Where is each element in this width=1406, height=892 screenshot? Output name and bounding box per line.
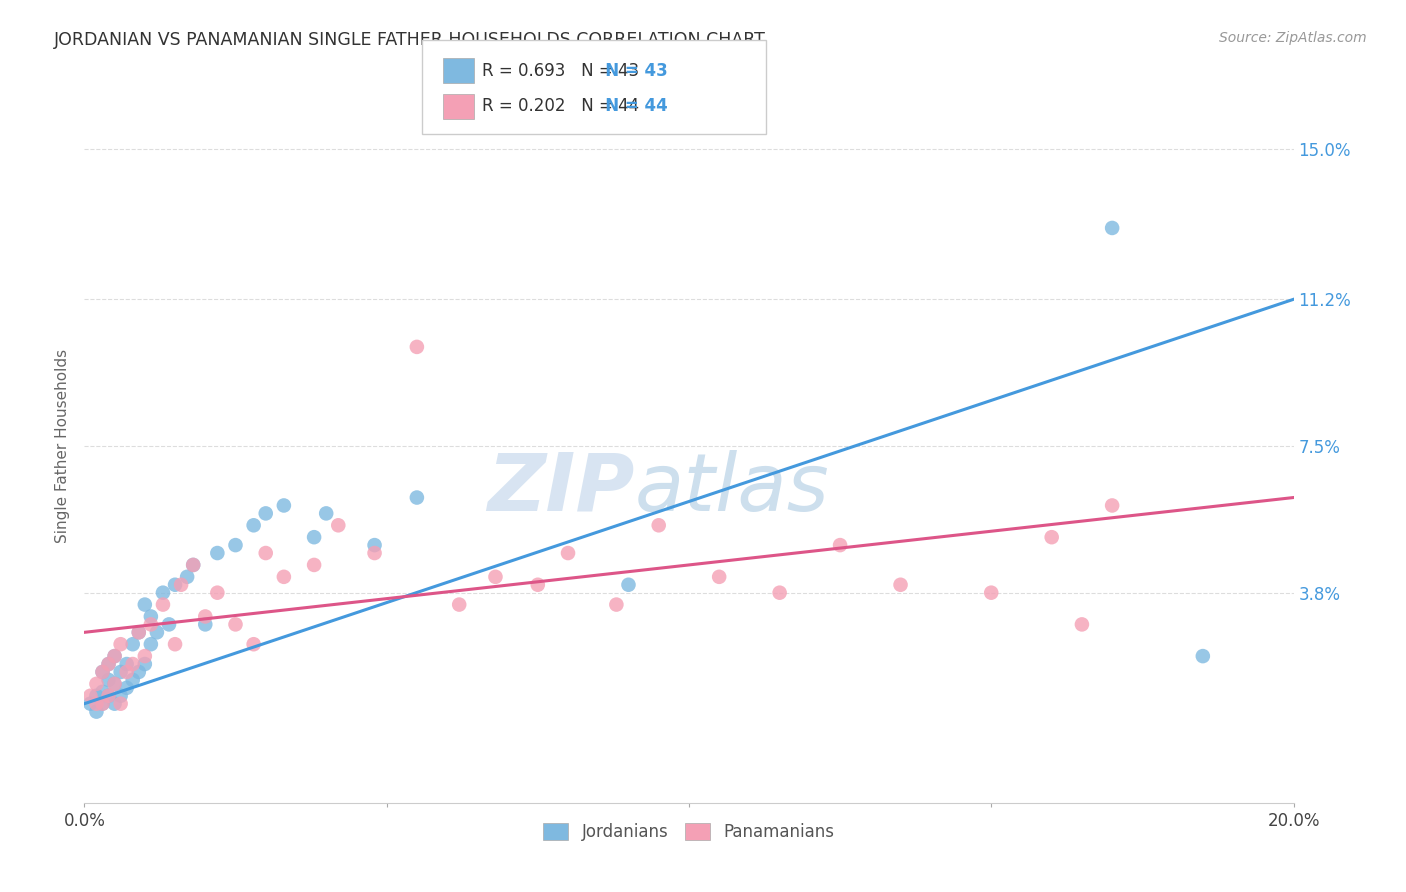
Text: JORDANIAN VS PANAMANIAN SINGLE FATHER HOUSEHOLDS CORRELATION CHART: JORDANIAN VS PANAMANIAN SINGLE FATHER HO… <box>53 31 765 49</box>
Point <box>170 578 193 592</box>
Text: ZIP: ZIP <box>486 450 634 528</box>
Point <box>104 677 127 691</box>
Point <box>709 570 731 584</box>
Point <box>181 558 204 572</box>
Point <box>1040 530 1063 544</box>
Point <box>110 637 132 651</box>
Point <box>363 546 385 560</box>
Point <box>207 585 229 599</box>
Point <box>104 649 127 664</box>
Point <box>110 689 132 703</box>
Point <box>273 499 295 513</box>
Point <box>648 518 671 533</box>
Point <box>110 665 132 679</box>
Point <box>1071 617 1094 632</box>
Point <box>1192 649 1215 664</box>
Point <box>527 578 550 592</box>
Point <box>225 538 247 552</box>
Point <box>328 518 350 533</box>
Text: N = 43: N = 43 <box>588 62 668 80</box>
Point <box>91 685 114 699</box>
Point <box>121 657 143 671</box>
Point <box>605 598 627 612</box>
Point <box>830 538 852 552</box>
Point <box>79 697 101 711</box>
Point <box>139 609 162 624</box>
Point <box>134 657 156 671</box>
Point <box>406 491 429 505</box>
Point <box>152 598 174 612</box>
Point <box>104 677 127 691</box>
Point <box>302 530 325 544</box>
Text: R = 0.693   N = 43: R = 0.693 N = 43 <box>482 62 640 80</box>
Point <box>86 697 108 711</box>
Point <box>79 689 101 703</box>
Point <box>406 340 429 354</box>
Point <box>91 697 114 711</box>
Text: N = 44: N = 44 <box>588 97 668 115</box>
Text: R = 0.202   N = 44: R = 0.202 N = 44 <box>482 97 640 115</box>
Point <box>176 570 198 584</box>
Legend: Jordanians, Panamanians: Jordanians, Panamanians <box>537 816 841 848</box>
Point <box>104 649 127 664</box>
Point <box>207 546 229 560</box>
Point <box>128 625 150 640</box>
Point <box>134 649 156 664</box>
Point <box>617 578 640 592</box>
Point <box>121 673 143 687</box>
Point <box>86 705 108 719</box>
Point <box>97 673 120 687</box>
Point <box>139 617 162 632</box>
Point <box>152 585 174 599</box>
Point <box>97 689 120 703</box>
Point <box>128 625 150 640</box>
Text: atlas: atlas <box>634 450 830 528</box>
Point <box>484 570 506 584</box>
Point <box>980 585 1002 599</box>
Point <box>157 617 180 632</box>
Point <box>1101 499 1123 513</box>
Point <box>254 507 277 521</box>
Point <box>254 546 277 560</box>
Point <box>225 617 247 632</box>
Point <box>1101 221 1123 235</box>
Point <box>769 585 792 599</box>
Point <box>97 657 120 671</box>
Point <box>97 657 120 671</box>
Point <box>315 507 337 521</box>
Point <box>302 558 325 572</box>
Point <box>273 570 295 584</box>
Point <box>242 518 264 533</box>
Point <box>115 665 138 679</box>
Point <box>97 689 120 703</box>
Point <box>91 697 114 711</box>
Point <box>86 689 108 703</box>
Point <box>115 657 138 671</box>
Point <box>115 681 138 695</box>
Point <box>363 538 385 552</box>
Text: Source: ZipAtlas.com: Source: ZipAtlas.com <box>1219 31 1367 45</box>
Point <box>146 625 169 640</box>
Point <box>449 598 471 612</box>
Point <box>128 665 150 679</box>
Point <box>134 598 156 612</box>
Point <box>91 665 114 679</box>
Point <box>557 546 579 560</box>
Point <box>86 677 108 691</box>
Point <box>104 697 127 711</box>
Point <box>91 665 114 679</box>
Point <box>165 578 187 592</box>
Point <box>194 617 217 632</box>
Point <box>181 558 204 572</box>
Point <box>121 637 143 651</box>
Point <box>242 637 264 651</box>
Point <box>890 578 912 592</box>
Point <box>194 609 217 624</box>
Point <box>139 637 162 651</box>
Point <box>165 637 187 651</box>
Point <box>110 697 132 711</box>
Y-axis label: Single Father Households: Single Father Households <box>55 349 70 543</box>
